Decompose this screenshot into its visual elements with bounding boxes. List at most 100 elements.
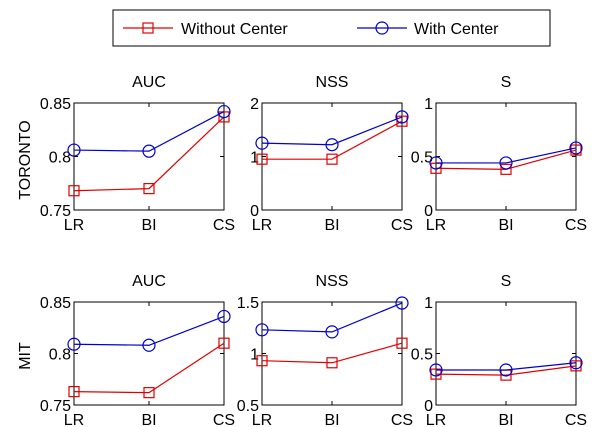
chart-title: NSS: [316, 273, 349, 290]
plot-frame: [73, 301, 225, 406]
plot-frame: [261, 301, 403, 406]
x-tick-label: LR: [426, 217, 446, 234]
chart-toronto-s: S 0 0.5 1 LR BI CS: [411, 74, 587, 234]
data-point-without-center: [143, 183, 155, 195]
row-label-mit: MIT: [17, 342, 34, 370]
y-tick-label: 2: [250, 96, 259, 113]
row-label-toronto: TORONTO: [17, 120, 34, 199]
data-point-with-center: [67, 143, 81, 157]
chart-title: S: [501, 74, 512, 91]
y-tick-label: 0.75: [40, 398, 71, 415]
y-tick-label: 0.85: [40, 295, 71, 312]
data-point-without-center: [396, 337, 408, 349]
series-line-with-center: [436, 147, 577, 164]
plot-frame: [435, 301, 577, 406]
legend-box: [112, 9, 551, 47]
y-tick-label: 0.5: [237, 398, 259, 415]
x-tick-label: CS: [391, 217, 413, 234]
chart-toronto-auc: AUC 0.75 0.8 0.85 LR BI CS: [40, 74, 235, 234]
x-tick-label: LR: [252, 217, 272, 234]
data-point-with-center: [429, 156, 443, 170]
legend-label-with-center: With Center: [414, 21, 499, 38]
data-point-without-center: [326, 153, 338, 165]
x-tick-label: BI: [141, 412, 156, 427]
x-tick-label: LR: [426, 412, 446, 427]
x-tick-label: CS: [565, 217, 587, 234]
data-point-with-center: [429, 363, 443, 377]
y-tick-label: 0.75: [40, 203, 71, 220]
data-point-with-center: [569, 356, 583, 370]
plot-frame: [261, 102, 403, 211]
chart-title: AUC: [132, 273, 166, 290]
series-line-without-center: [73, 116, 225, 192]
data-point-with-center: [142, 144, 156, 158]
chart-title: S: [501, 273, 512, 290]
data-point-without-center: [500, 163, 512, 175]
chart-mit-auc: AUC 0.75 0.8 0.85 LR BI CS: [40, 273, 235, 427]
y-tick-label: 0: [250, 203, 259, 220]
data-point-with-center: [569, 141, 583, 155]
y-tick-label: 1.5: [237, 295, 259, 312]
x-tick-label: BI: [498, 217, 513, 234]
x-tick-label: CS: [565, 412, 587, 427]
series-line-without-center: [262, 120, 403, 160]
y-tick-label: 1: [424, 295, 433, 312]
legend: Without Center With Center: [112, 9, 551, 47]
x-tick-label: LR: [252, 412, 272, 427]
x-tick-label: BI: [141, 217, 156, 234]
legend-marker-circle: [375, 21, 389, 35]
data-point-with-center: [142, 338, 156, 352]
legend-marker-square: [142, 22, 154, 34]
series-line-without-center: [73, 342, 225, 394]
data-point-with-center: [217, 309, 231, 324]
data-point-with-center: [67, 337, 81, 351]
y-tick-label: 0.85: [40, 96, 71, 113]
data-point-without-center: [256, 355, 268, 367]
data-point-with-center: [255, 136, 269, 150]
data-point-without-center: [143, 387, 155, 399]
series-line-with-center: [73, 315, 225, 346]
data-point-with-center: [395, 296, 409, 310]
x-tick-label: LR: [64, 217, 84, 234]
y-tick-label: 1: [424, 96, 433, 113]
x-tick-label: BI: [324, 412, 339, 427]
data-point-with-center: [499, 363, 513, 377]
chart-mit-s: S 0 0.5 1 LR BI CS: [411, 273, 587, 427]
data-point-without-center: [256, 153, 268, 165]
series-line-with-center: [436, 362, 577, 371]
chart-title: NSS: [316, 74, 349, 91]
series-line-without-center: [261, 342, 403, 364]
series-line-without-center: [435, 365, 577, 376]
data-point-with-center: [325, 138, 339, 152]
data-point-without-center: [68, 185, 80, 197]
x-tick-label: BI: [324, 217, 339, 234]
x-tick-label: CS: [213, 412, 235, 427]
legend-label-without-center: Without Center: [181, 21, 288, 38]
legend-entry-without-center: Without Center: [123, 21, 288, 38]
x-tick-label: CS: [213, 217, 235, 234]
y-tick-label: 0.5: [411, 347, 433, 364]
y-tick-label: 1: [250, 150, 259, 167]
data-point-with-center: [255, 323, 269, 337]
data-point-with-center: [395, 110, 409, 124]
y-tick-label: 0.8: [49, 150, 71, 167]
chart-title: AUC: [132, 74, 166, 91]
y-tick-label: 0.8: [49, 347, 71, 364]
series-line-with-center: [261, 116, 403, 146]
series-line-with-center: [73, 111, 225, 152]
y-tick-label: 0: [424, 398, 433, 415]
x-tick-label: CS: [391, 412, 413, 427]
chart-mit-nss: NSS 0.5 1 1.5 LR BI CS: [237, 273, 413, 427]
series-line-with-center: [261, 302, 403, 333]
chart-panels: AUC 0.75 0.8 0.85 LR BI CS NSS 0 1 2 LR BI CS S 0 0.5 1 LR…: [40, 74, 587, 427]
chart-toronto-nss: NSS 0 1 2 LR BI CS: [250, 74, 413, 234]
data-point-without-center: [68, 386, 80, 398]
y-tick-label: 0.5: [411, 150, 433, 167]
data-point-without-center: [218, 337, 230, 349]
x-tick-label: BI: [498, 412, 513, 427]
data-point-with-center: [325, 325, 339, 339]
x-tick-label: LR: [64, 412, 84, 427]
legend-entry-with-center: With Center: [357, 21, 499, 38]
data-point-without-center: [326, 357, 338, 369]
